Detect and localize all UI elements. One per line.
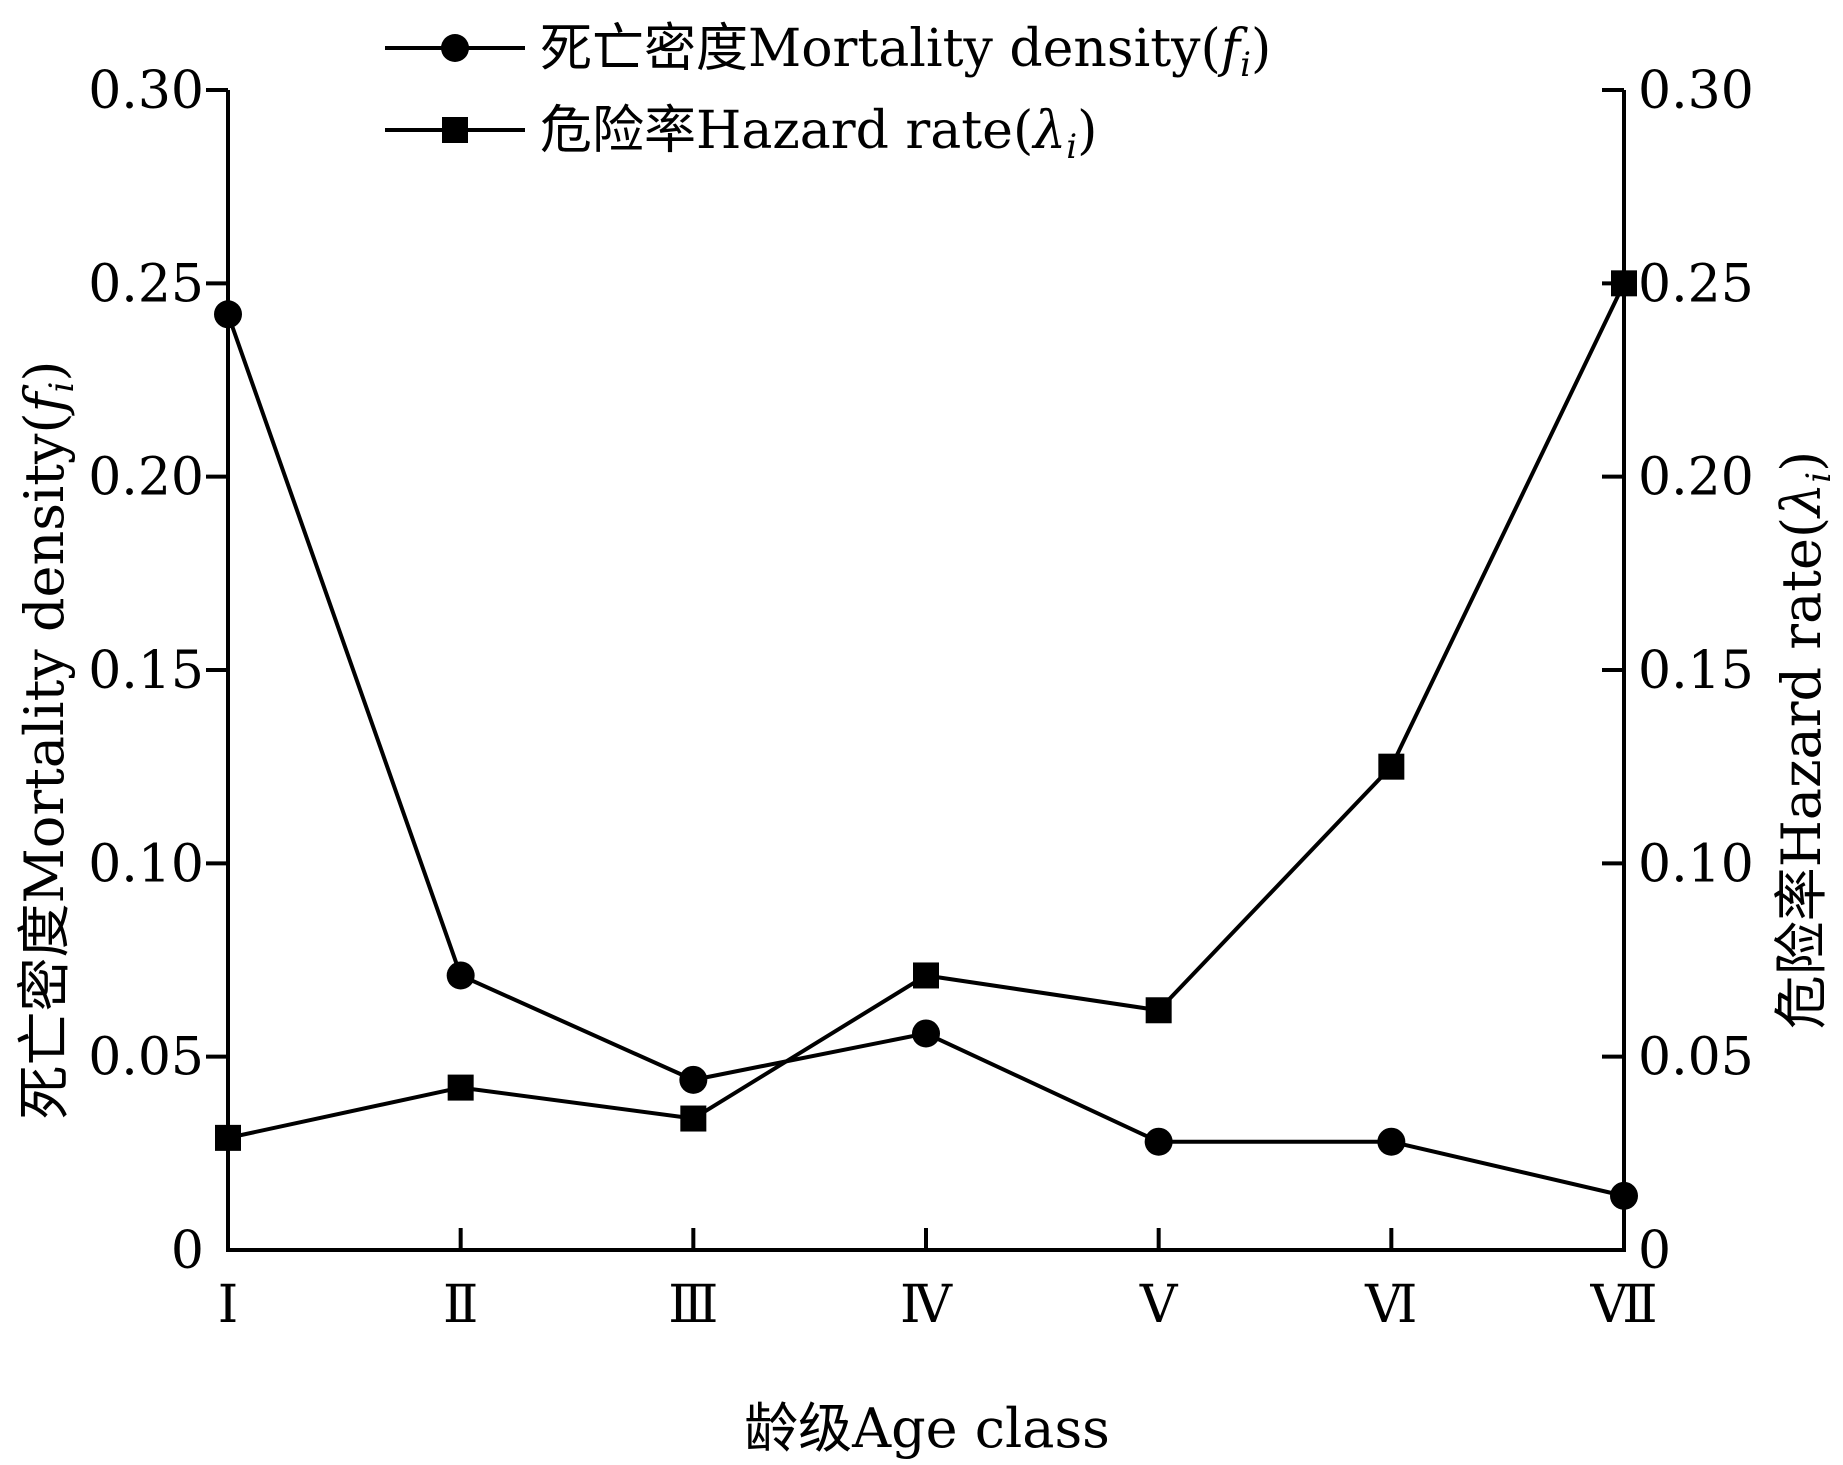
hazard-point <box>447 1074 474 1101</box>
left-y-tick-label: 0.05 <box>88 1028 204 1088</box>
mortality-point <box>1610 1181 1638 1210</box>
hazard-legend-label: 危险率Hazard rate(λi) <box>540 101 1097 167</box>
left-y-tick-label: 0.15 <box>88 641 204 701</box>
right-y-tick-label: 0.20 <box>1638 448 1754 508</box>
right-y-axis-title: 危险率Hazard rate(λi) <box>1770 451 1839 1029</box>
right-y-axis-title-symbol: λ <box>1770 483 1833 519</box>
right-y-axis-title-subscript: i <box>1799 472 1839 483</box>
left-y-axis-title-subscript: i <box>42 382 82 393</box>
x-tick-label: Ⅴ <box>1139 1275 1179 1335</box>
mortality-point <box>1144 1127 1173 1156</box>
x-axis-title: 龄级Age class <box>744 1397 1110 1460</box>
hazard-legend-label-symbol: λ <box>1031 101 1066 161</box>
x-tick-label: Ⅶ <box>1589 1275 1657 1335</box>
right-y-axis-title-prefix: 危险率Hazard rate( <box>1770 517 1833 1029</box>
hazard-legend-label-suffix: ) <box>1077 101 1097 161</box>
right-y-tick-label: 0.25 <box>1638 254 1754 314</box>
hazard-point <box>680 1105 707 1132</box>
hazard-point <box>215 1124 241 1151</box>
hazard-point <box>1145 997 1172 1024</box>
mortality-point <box>679 1065 708 1094</box>
right-y-tick-label: 0 <box>1638 1221 1671 1281</box>
hazard-point <box>1611 270 1637 297</box>
legend: 死亡密度Mortality density(fi) 危险率Hazard rate(… <box>385 19 1271 167</box>
left-y-axis-title-prefix: 死亡密度Mortality density( <box>13 412 76 1119</box>
right-y-tick-label: 0.10 <box>1638 834 1754 894</box>
axes: 0 0.05 0.10 0.15 0.20 0.25 0.30 0 0.05 0.10 0.15 0.… <box>88 61 1754 1335</box>
x-tick-label: Ⅱ <box>443 1275 478 1335</box>
left-y-tick-label: 0.10 <box>88 834 204 894</box>
hazard-legend-marker <box>442 117 468 143</box>
mortality-legend-label-suffix: ) <box>1251 19 1271 79</box>
mortality-legend-marker <box>441 34 469 62</box>
x-tick-label: Ⅳ <box>900 1275 953 1335</box>
left-y-tick-label: 0.20 <box>88 448 204 508</box>
left-y-axis-title: 死亡密度Mortality density(fi) <box>13 361 82 1120</box>
mortality-legend-label-subscript: i <box>1240 45 1251 85</box>
right-y-tick-label: 0.15 <box>1638 641 1754 701</box>
right-y-axis-title-suffix: ) <box>1770 451 1833 472</box>
hazard-legend-label-subscript: i <box>1066 127 1077 167</box>
left-y-tick-label: 0.25 <box>88 254 204 314</box>
hazard-point <box>1378 753 1405 780</box>
hazard-point <box>913 962 939 989</box>
left-y-tick-label: 0 <box>171 1221 204 1281</box>
mortality-point <box>446 961 475 990</box>
mortality-legend-label: 死亡密度Mortality density(fi) <box>540 19 1271 85</box>
left-y-tick-label: 0.30 <box>88 61 204 121</box>
hazard-legend-label-prefix: 危险率Hazard rate( <box>540 101 1033 161</box>
x-tick-label: Ⅰ <box>218 1275 239 1335</box>
series-layer <box>214 270 1638 1210</box>
left-y-axis-title-suffix: ) <box>13 361 76 382</box>
right-y-tick-label: 0.30 <box>1638 61 1754 121</box>
mortality-point <box>1377 1127 1406 1156</box>
right-y-tick-label: 0.05 <box>1638 1028 1754 1088</box>
mortality-legend-label-prefix: 死亡密度Mortality density( <box>540 19 1221 79</box>
x-tick-label: Ⅵ <box>1364 1275 1417 1335</box>
x-tick-label: Ⅲ <box>668 1275 718 1335</box>
mortality-point <box>214 300 242 329</box>
mortality-point <box>912 1019 940 1048</box>
